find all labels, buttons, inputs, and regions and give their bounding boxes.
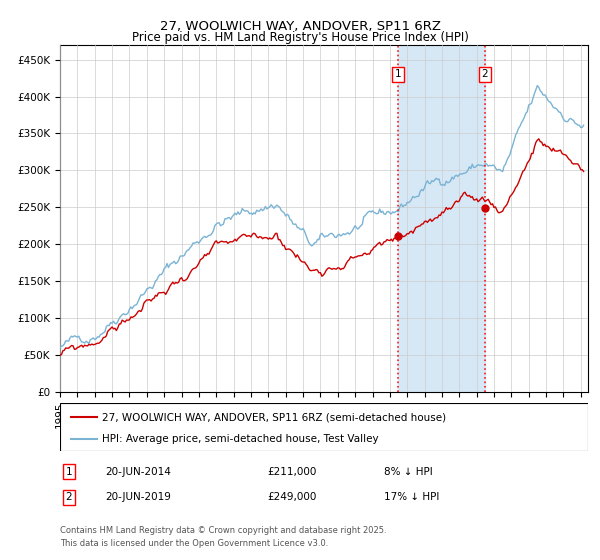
Text: This data is licensed under the Open Government Licence v3.0.: This data is licensed under the Open Gov… — [60, 539, 328, 548]
Text: £249,000: £249,000 — [267, 492, 316, 502]
Text: 20-JUN-2014: 20-JUN-2014 — [105, 466, 171, 477]
Text: 27, WOOLWICH WAY, ANDOVER, SP11 6RZ (semi-detached house): 27, WOOLWICH WAY, ANDOVER, SP11 6RZ (sem… — [102, 413, 446, 422]
Text: Contains HM Land Registry data © Crown copyright and database right 2025.: Contains HM Land Registry data © Crown c… — [60, 526, 386, 535]
Text: 1: 1 — [65, 466, 73, 477]
Text: 2: 2 — [65, 492, 73, 502]
Text: 27, WOOLWICH WAY, ANDOVER, SP11 6RZ: 27, WOOLWICH WAY, ANDOVER, SP11 6RZ — [160, 20, 440, 32]
Text: 1: 1 — [395, 69, 401, 80]
Text: 8% ↓ HPI: 8% ↓ HPI — [384, 466, 433, 477]
Text: Price paid vs. HM Land Registry's House Price Index (HPI): Price paid vs. HM Land Registry's House … — [131, 31, 469, 44]
Text: HPI: Average price, semi-detached house, Test Valley: HPI: Average price, semi-detached house,… — [102, 434, 379, 444]
Text: 20-JUN-2019: 20-JUN-2019 — [105, 492, 171, 502]
Text: 2: 2 — [481, 69, 488, 80]
Text: 17% ↓ HPI: 17% ↓ HPI — [384, 492, 439, 502]
Bar — [398, 45, 485, 392]
Text: £211,000: £211,000 — [267, 466, 316, 477]
FancyBboxPatch shape — [60, 403, 588, 451]
